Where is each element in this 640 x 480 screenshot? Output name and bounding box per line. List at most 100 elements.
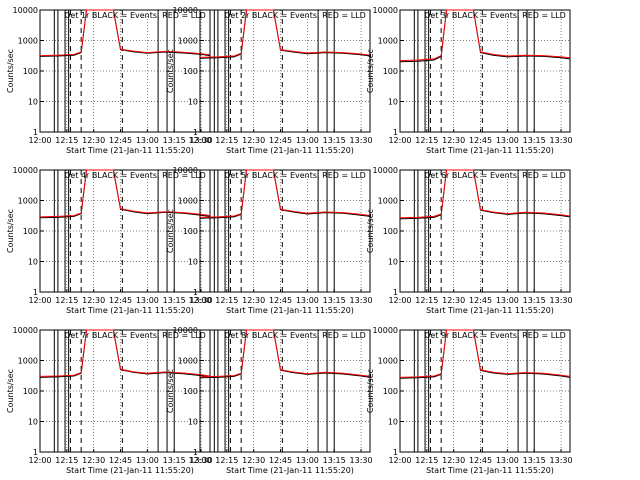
x-tick-label: 13:30	[550, 136, 573, 145]
x-tick-label: 13:30	[550, 456, 573, 465]
chart-panel-1: 12:00 12:15 12:30 12:45 13:00 13:15 13:3011010…	[6, 6, 213, 155]
x-axis-label: Start Time (21-Jan-11 11:55:20)	[66, 146, 194, 155]
x-tick-label: 12:15	[55, 456, 78, 465]
y-tick-label: 100	[183, 227, 198, 236]
x-tick-label: 13:15	[523, 136, 546, 145]
x-tick-label: 12:00	[28, 296, 51, 305]
lld-series-line	[400, 329, 570, 378]
x-tick-label: 12:30	[82, 136, 105, 145]
y-tick-label: 100	[23, 387, 38, 396]
y-tick-label: 100	[23, 227, 38, 236]
y-tick-label: 1000	[178, 197, 198, 206]
y-tick-label: 1000	[18, 197, 38, 206]
lld-series-line	[40, 329, 210, 377]
y-axis-label: Counts/sec	[366, 369, 375, 413]
y-tick-label: 1000	[18, 37, 38, 46]
chart-panel-6: 12:00 12:15 12:30 12:45 13:00 13:15 13:30 1 10 10…	[366, 166, 573, 315]
x-tick-label: 13:30	[190, 456, 213, 465]
y-tick-label: 10000	[373, 326, 398, 335]
x-axis-label: Start Time (21-Jan-11 11:55:20)	[66, 306, 194, 315]
y-tick-label: 1	[393, 128, 398, 137]
y-tick-label: 1	[33, 288, 38, 297]
chart-panel-7: 12:00 12:15 12:30 12:45 13:00 13:15 13:3011010…	[6, 326, 213, 475]
x-tick-label: 13:15	[163, 456, 186, 465]
x-tick-label: 12:45	[469, 136, 492, 145]
x-tick-label: 13:00	[136, 456, 159, 465]
x-tick-label: 13:00	[496, 456, 519, 465]
y-tick-label: 1000	[178, 37, 198, 46]
x-tick-label: 12:30	[442, 136, 465, 145]
x-tick-label: 12:30	[242, 136, 265, 145]
y-axis-label: Counts/sec	[6, 369, 15, 413]
y-tick-label: 1	[393, 288, 398, 297]
lld-series-line	[200, 169, 370, 218]
panel-title: Det 3r BLACK = Events, RED = LLD	[424, 11, 566, 20]
x-tick-label: 13:00	[296, 136, 319, 145]
lld-series-line	[200, 9, 370, 58]
y-axis-label: Counts/sec	[6, 49, 15, 93]
x-tick-label: 13:15	[323, 296, 346, 305]
panel-title: Det 9r BLACK = Events, RED = LLD	[424, 331, 566, 340]
y-tick-label: 10000	[373, 6, 398, 15]
x-tick-label: 12:15	[415, 296, 438, 305]
x-tick-label: 12:30	[242, 296, 265, 305]
x-tick-label: 12:45	[469, 456, 492, 465]
x-tick-label: 12:45	[269, 296, 292, 305]
x-tick-label: 12:30	[442, 296, 465, 305]
x-axis-label: Start Time (21-Jan-11 11:55:20)	[226, 306, 354, 315]
y-tick-label: 10	[28, 418, 38, 427]
x-tick-label: 12:45	[269, 136, 292, 145]
x-tick-label: 13:15	[163, 136, 186, 145]
chart-panel-2: 12:00 12:15 12:30 12:45 13:00 13:15 13:3011010…	[166, 6, 373, 155]
x-axis-label: Start Time (21-Jan-11 11:55:20)	[426, 306, 554, 315]
x-tick-label: 12:45	[269, 456, 292, 465]
x-tick-label: 12:00	[28, 456, 51, 465]
panel-title: Det 1r BLACK = Events, RED = LLD	[64, 11, 206, 20]
y-axis-label: Counts/sec	[366, 209, 375, 253]
x-tick-label: 12:15	[55, 136, 78, 145]
y-tick-label: 10	[28, 98, 38, 107]
lld-series-line	[200, 329, 370, 378]
x-tick-label: 13:30	[190, 296, 213, 305]
y-axis-label: Counts/sec	[366, 49, 375, 93]
x-tick-label: 13:00	[136, 136, 159, 145]
y-tick-label: 10000	[13, 326, 38, 335]
x-tick-label: 13:30	[350, 136, 373, 145]
panel-title: Det 8r BLACK = Events, RED = LLD	[224, 331, 366, 340]
y-tick-label: 1000	[378, 37, 398, 46]
y-tick-label: 10000	[173, 6, 198, 15]
panel-title: Det 2r BLACK = Events, RED = LLD	[224, 11, 366, 20]
lld-series-line	[40, 9, 210, 57]
x-tick-label: 12:30	[442, 456, 465, 465]
y-tick-label: 100	[183, 387, 198, 396]
y-tick-label: 1000	[378, 197, 398, 206]
y-tick-label: 10000	[373, 166, 398, 175]
x-tick-label: 13:15	[523, 296, 546, 305]
x-tick-label: 13:00	[136, 296, 159, 305]
y-axis-label: Counts/sec	[6, 209, 15, 253]
x-tick-label: 12:30	[82, 456, 105, 465]
y-tick-label: 100	[183, 67, 198, 76]
x-tick-label: 13:30	[350, 456, 373, 465]
panel-title: Det 7r BLACK = Events, RED = LLD	[64, 331, 206, 340]
y-tick-label: 1	[193, 448, 198, 457]
x-tick-label: 12:30	[82, 296, 105, 305]
x-tick-label: 13:15	[163, 296, 186, 305]
y-tick-label: 1	[393, 448, 398, 457]
panel-title: Det 4r BLACK = Events, RED = LLD	[64, 171, 206, 180]
chart-panel-8: 12:00 12:15 12:30 12:45 13:00 13:15 13:3011010…	[166, 326, 373, 475]
lld-series-line	[40, 169, 210, 218]
y-tick-label: 100	[23, 67, 38, 76]
x-tick-label: 13:30	[550, 296, 573, 305]
y-tick-label: 1000	[378, 357, 398, 366]
chart-panel-4: 12:00 12:15 12:30 12:45 13:00 13:15 13:3011010…	[6, 166, 213, 315]
x-tick-label: 13:00	[496, 296, 519, 305]
x-tick-label: 13:00	[496, 136, 519, 145]
y-tick-label: 1	[33, 128, 38, 137]
x-tick-label: 13:30	[190, 136, 213, 145]
y-axis-label: Counts/sec	[166, 209, 175, 253]
x-axis-label: Start Time (21-Jan-11 11:55:20)	[426, 466, 554, 475]
x-tick-label: 12:15	[215, 456, 238, 465]
